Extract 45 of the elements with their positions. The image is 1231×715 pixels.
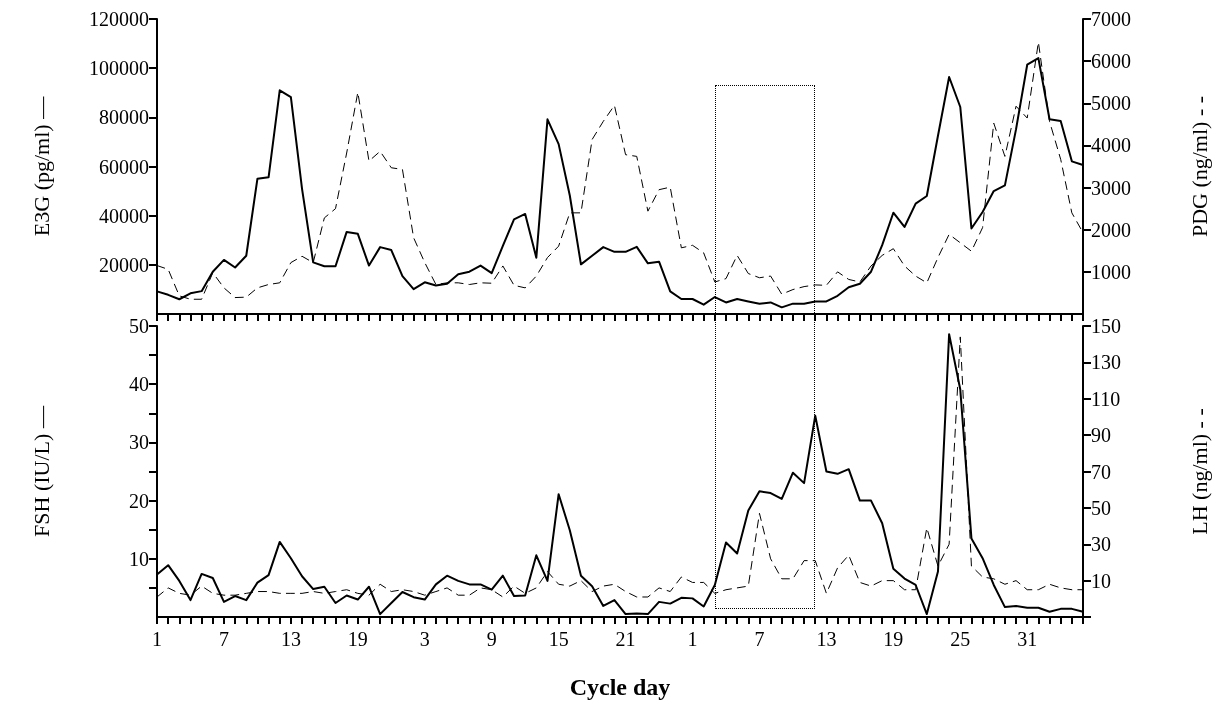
x-tick-label: 13 [816,628,837,650]
y-tick-label: 40000 [99,204,149,227]
y2-tick-label: 70 [1091,460,1111,483]
x-tick-label: 1 [152,628,162,650]
y2-tick-label: 30 [1091,533,1111,556]
y-tick-label: 60000 [99,155,149,178]
y-tick-label: 30 [129,431,149,454]
x-tick-label: 7 [754,628,765,650]
y2-tick-label: 50 [1091,496,1111,519]
y2-tick-label: 110 [1091,387,1121,410]
y-tick-label: 40 [129,373,149,396]
y2-axis-title: LH (ng/ml) - - [1186,408,1212,535]
y2-tick-label: 7000 [1091,8,1131,30]
y2-tick-label: 2000 [1091,218,1131,241]
y-axis-title: E3G (pg/ml) — [28,95,54,237]
y2-tick-label: 90 [1091,424,1111,447]
y-tick-label: 80000 [99,106,149,129]
y2-tick-label: 3000 [1091,176,1131,199]
y2-tick-label: 5000 [1091,92,1131,115]
y-tick-label: 100000 [89,57,149,80]
y-tick-label: 20 [129,489,149,512]
x-tick-label: 3 [419,628,430,650]
y-tick-label: 20000 [99,253,149,276]
y2-tick-label: 4000 [1091,134,1131,157]
x-tick-label: 19 [347,628,368,650]
x-tick-label: 31 [1017,628,1038,650]
y2-axis-title: PDG (ng/ml) - - [1186,95,1212,238]
x-tick-label: 19 [883,628,904,650]
x-tick-label: 7 [218,628,229,650]
y2-tick-label: 1000 [1091,260,1131,283]
y-tick-label: 120000 [89,8,149,30]
y-tick-label: 50 [129,315,149,337]
y2-tick-label: 10 [1091,569,1111,592]
x-tick-label: 13 [280,628,301,650]
x-tick-label: 25 [950,628,971,650]
x-axis-title: Cycle day [569,674,671,700]
y2-tick-label: 6000 [1091,50,1131,73]
y2-tick-label: 150 [1091,315,1121,337]
y2-tick-label: 130 [1091,351,1121,374]
x-tick-label: 15 [548,628,569,650]
x-tick-label: 1 [687,628,698,650]
y-axis-title: FSH (IU/L) — [28,405,54,537]
x-tick-label: 21 [615,628,636,650]
x-tick-label: 9 [486,628,497,650]
y-tick-label: 10 [129,547,149,570]
